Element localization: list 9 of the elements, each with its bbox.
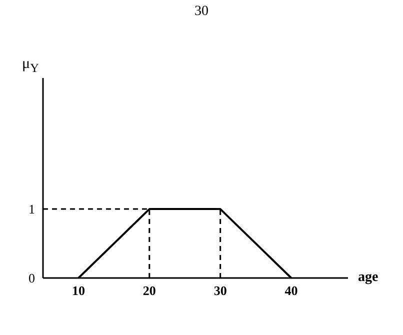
x-tick-label: 10 [72, 283, 85, 298]
y-tick-label: 1 [28, 202, 35, 217]
y-axis-title: μ$_{Y}$ [22, 56, 40, 76]
text: 30 [194, 4, 210, 20]
x-tick-label: 20 [142, 283, 156, 298]
x-tick-label: 40 [284, 283, 298, 298]
x-tick-label: 30 [214, 283, 227, 298]
x-axis-title: age [358, 270, 378, 286]
y-tick-label: 0 [28, 270, 35, 286]
